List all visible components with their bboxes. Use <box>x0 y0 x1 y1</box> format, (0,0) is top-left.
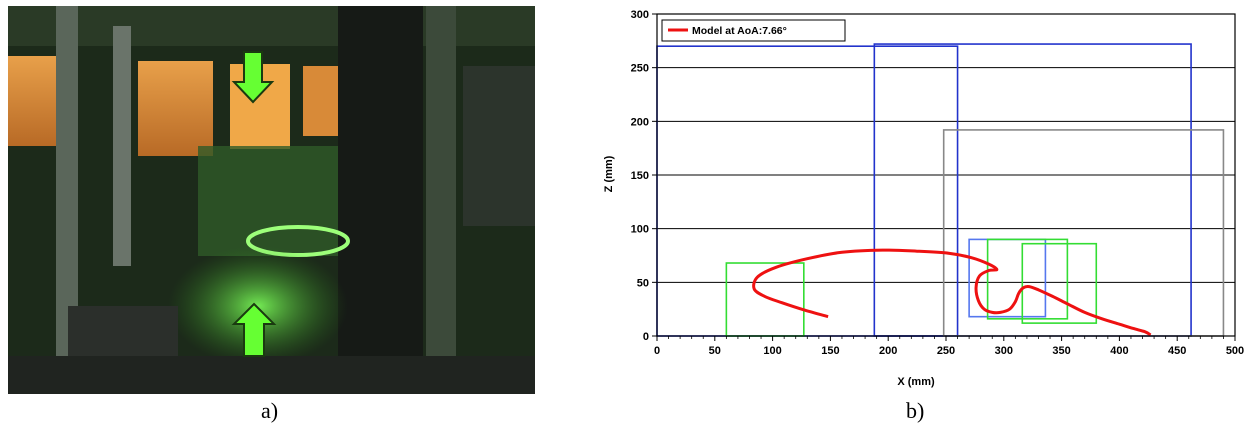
measurement-window-3 <box>725 262 805 337</box>
y-tick-label: 50 <box>637 277 649 289</box>
x-tick-label: 0 <box>654 345 660 357</box>
panel-a-caption: a) <box>261 398 279 423</box>
x-tick-label: 50 <box>709 345 721 357</box>
x-tick-label: 200 <box>879 345 897 357</box>
floor <box>8 356 535 394</box>
x-tick-label: 300 <box>995 345 1013 357</box>
control-panel <box>463 66 535 226</box>
window-orange-middle <box>138 61 213 156</box>
measurement-window-2 <box>942 129 1225 337</box>
measurement-windows <box>656 43 1225 337</box>
y-tick-label: 150 <box>631 170 649 182</box>
window-orange-far <box>303 66 343 136</box>
y-tick-label: 300 <box>631 9 649 21</box>
y-tick-label: 0 <box>643 331 649 343</box>
photo-svg <box>8 6 535 394</box>
laser-sheet-arrow-up-icon <box>231 302 277 357</box>
x-tick-label: 400 <box>1110 345 1128 357</box>
x-axis-title: X (mm) <box>897 376 935 388</box>
pillar-right <box>426 6 456 394</box>
pillar-dark <box>338 6 423 394</box>
pillar-mid <box>113 26 131 266</box>
trajectory-chart: 0 50 100 150 200 250 300 350 400 450 500 0 50 100 150 2… <box>598 0 1248 400</box>
x-tick-label: 250 <box>937 345 955 357</box>
series-line-0 <box>752 248 1152 337</box>
legend: Model at AoA:7.66° <box>661 19 846 42</box>
x-tick-label: 350 <box>1052 345 1070 357</box>
x-tick-label: 100 <box>763 345 781 357</box>
measurement-window-6 <box>1021 242 1098 324</box>
measurement-window-1 <box>873 43 1192 337</box>
legend-box <box>661 19 846 42</box>
x-tick-label: 450 <box>1168 345 1186 357</box>
legend-entry: Model at AoA:7.66° <box>692 25 787 37</box>
panel-b-caption: b) <box>906 398 925 423</box>
series-lines <box>752 248 1152 337</box>
experiment-photo <box>8 6 535 394</box>
laser-sheet-arrow-down-icon <box>231 51 275 104</box>
measurement-window-5 <box>986 238 1069 320</box>
measurement-window-0 <box>656 45 959 337</box>
chart-svg: 0 50 100 150 200 250 300 350 400 450 500 0 50 100 150 2… <box>603 9 1245 388</box>
axes: 0 50 100 150 200 250 300 350 400 450 500 0 50 100 150 2… <box>631 9 1245 357</box>
pillar-left <box>56 6 78 394</box>
y-tick-label: 100 <box>631 224 649 236</box>
y-axis-title: Z (mm) <box>603 155 615 192</box>
y-tick-label: 200 <box>631 116 649 128</box>
grid-lines <box>657 13 1235 283</box>
laser-glow <box>168 246 348 366</box>
y-tick-label: 250 <box>631 63 649 75</box>
test-section <box>198 146 338 256</box>
x-tick-label: 500 <box>1226 345 1244 357</box>
x-tick-label: 150 <box>821 345 839 357</box>
